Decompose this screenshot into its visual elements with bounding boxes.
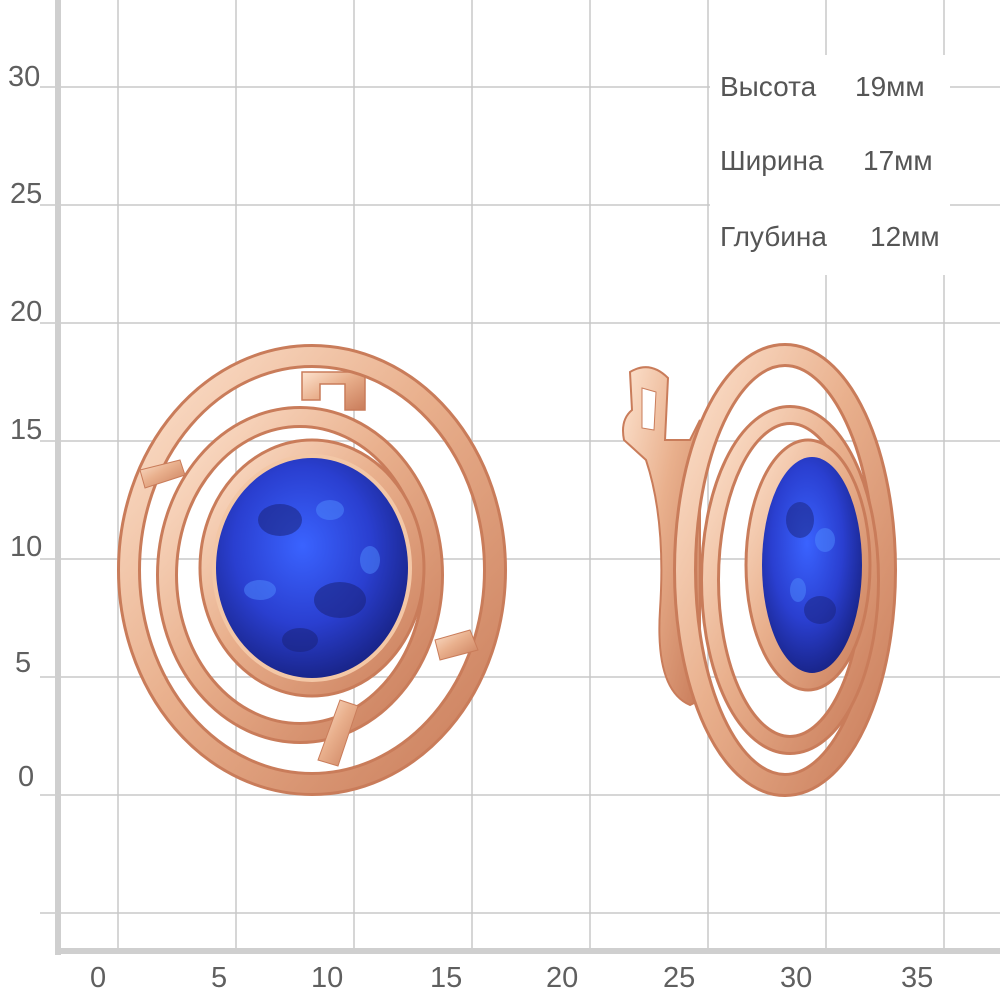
x-tick-label: 35: [901, 962, 933, 994]
y-tick-label: 0: [18, 761, 34, 793]
x-tick-label: 30: [780, 962, 812, 994]
x-tick-label: 20: [546, 962, 578, 994]
x-tick-label: 0: [90, 962, 106, 994]
height-value: 19мм: [855, 71, 925, 102]
y-tick-label: 30: [8, 61, 40, 93]
earring-side-view: [622, 343, 897, 797]
x-tick-label: 25: [663, 962, 695, 994]
x-tick-label: 5: [211, 962, 227, 994]
y-tick-label: 15: [10, 414, 42, 446]
scale-rulers: [55, 0, 1000, 955]
y-tick-label: 10: [10, 531, 42, 563]
depth-value: 12мм: [870, 221, 940, 252]
x-tick-label: 10: [311, 962, 343, 994]
y-tick-label: 20: [10, 296, 42, 328]
width-value: 17мм: [863, 145, 933, 176]
x-tick-label: 15: [430, 962, 462, 994]
earring-front-view: [117, 344, 507, 796]
height-label: Высота: [720, 71, 817, 102]
depth-label: Глубина: [720, 221, 827, 252]
dimensions-panel: Высота 19мм Ширина 17мм Глубина 12мм: [710, 55, 950, 275]
width-label: Ширина: [720, 145, 824, 176]
y-tick-label: 25: [10, 178, 42, 210]
y-scale-labels: 30 25 20 15 10 5 0: [8, 61, 42, 793]
y-tick-label: 5: [15, 647, 31, 679]
x-scale-labels: 0 5 10 15 20 25 30 35: [90, 962, 933, 994]
